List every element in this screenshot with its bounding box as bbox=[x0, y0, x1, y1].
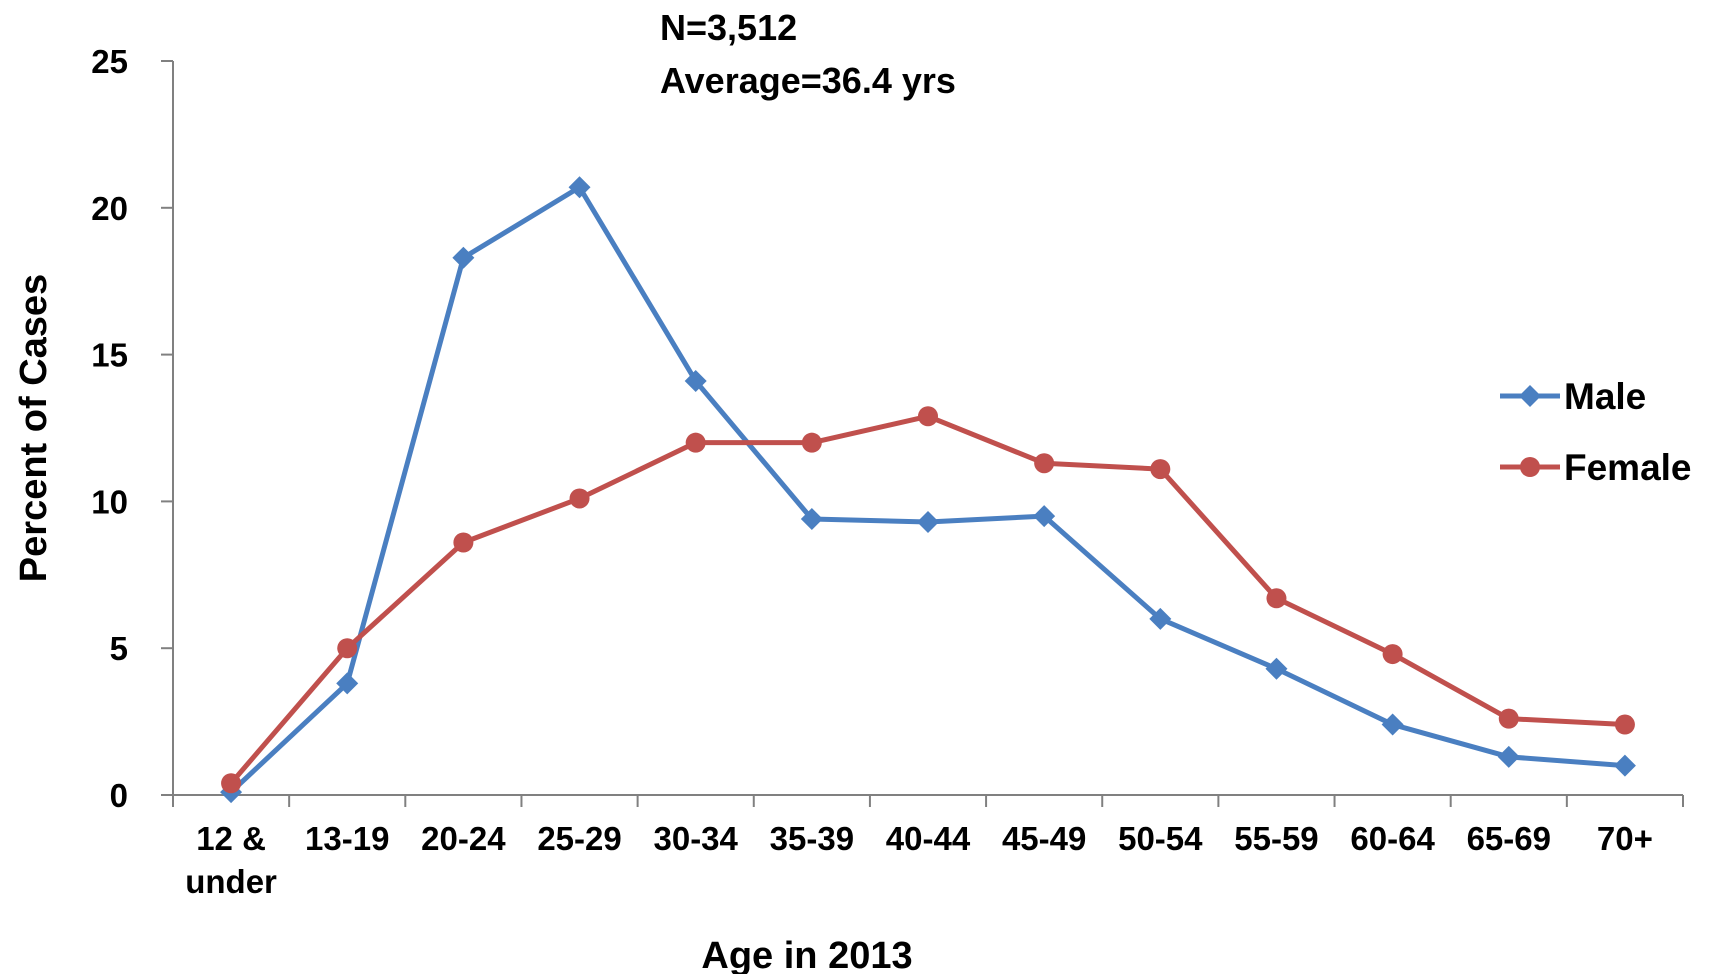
data-point-male bbox=[568, 176, 591, 199]
x-tick-label: 45-49 bbox=[1002, 820, 1086, 857]
data-point-female bbox=[1498, 708, 1519, 729]
x-tick-label: 60-64 bbox=[1350, 820, 1435, 857]
data-point-female bbox=[337, 638, 358, 659]
x-tick-label: 65-69 bbox=[1467, 820, 1551, 857]
y-axis: 0 5 10 15 20 25 bbox=[91, 43, 174, 814]
y-tick-label: 0 bbox=[110, 777, 128, 814]
data-point-male bbox=[1033, 505, 1056, 528]
legend-marker bbox=[1519, 385, 1541, 407]
series-layer bbox=[220, 176, 1636, 804]
data-point-female bbox=[1034, 453, 1055, 474]
series-line-female bbox=[229, 413, 1626, 785]
x-tick-label: 12 & bbox=[196, 820, 266, 857]
legend-label: Female bbox=[1564, 447, 1692, 488]
x-tick-label: 55-59 bbox=[1234, 820, 1318, 857]
data-point-male bbox=[800, 508, 823, 531]
x-axis-title: Age in 2013 bbox=[701, 935, 912, 974]
data-point-male bbox=[917, 510, 939, 533]
data-point-male bbox=[336, 672, 359, 695]
data-point-female bbox=[1614, 714, 1635, 735]
data-point-female bbox=[801, 432, 822, 453]
data-point-male bbox=[1613, 754, 1636, 777]
chart-title: N=3,512 Average=36.4 yrs bbox=[660, 7, 956, 101]
y-tick-label: 10 bbox=[91, 483, 128, 520]
data-point-male bbox=[1149, 607, 1172, 630]
x-tick-label: 40-44 bbox=[886, 820, 971, 857]
data-point-male bbox=[1381, 713, 1404, 736]
x-tick-label: 25-29 bbox=[537, 820, 621, 857]
x-tick-label: 13-19 bbox=[305, 820, 389, 857]
legend-item-male: Male bbox=[1500, 376, 1646, 417]
x-tick-label: under bbox=[185, 863, 277, 900]
title-line-2: Average=36.4 yrs bbox=[660, 60, 956, 101]
data-point-male bbox=[1497, 745, 1520, 768]
series-female bbox=[221, 406, 1635, 794]
title-line-1: N=3,512 bbox=[660, 7, 797, 48]
x-tick-label: 70+ bbox=[1597, 820, 1653, 857]
y-tick-label: 15 bbox=[91, 337, 128, 374]
x-tick-label: 50-54 bbox=[1118, 820, 1203, 857]
y-tick-label: 5 bbox=[110, 630, 128, 667]
x-tick-label: 30-34 bbox=[653, 820, 738, 857]
legend-item-female: Female bbox=[1500, 447, 1692, 488]
x-tick-label: 20-24 bbox=[421, 820, 506, 857]
data-point-female bbox=[918, 406, 938, 427]
data-point-female bbox=[453, 532, 474, 553]
y-axis-title: Percent of Cases bbox=[13, 274, 55, 582]
data-point-male bbox=[1265, 657, 1288, 680]
data-point-male bbox=[684, 370, 707, 393]
data-point-female bbox=[1266, 588, 1287, 609]
x-tick-label: 35-39 bbox=[770, 820, 854, 857]
data-point-female bbox=[569, 488, 590, 509]
data-point-female bbox=[685, 432, 706, 453]
data-point-female bbox=[1150, 459, 1171, 480]
y-tick-label: 20 bbox=[91, 190, 128, 227]
legend: Male Female bbox=[1500, 376, 1692, 488]
series-male bbox=[220, 176, 1636, 804]
y-tick-label: 25 bbox=[91, 43, 128, 80]
legend-marker bbox=[1520, 457, 1540, 477]
data-point-female bbox=[221, 773, 242, 794]
series-line-male bbox=[229, 184, 1626, 794]
x-axis: 12 & under 13-19 20-24 25-29 30-34 35-39 40-44 4… bbox=[172, 794, 1684, 900]
data-point-male bbox=[452, 246, 475, 269]
data-point-female bbox=[1382, 644, 1403, 665]
legend-label: Male bbox=[1564, 376, 1646, 417]
